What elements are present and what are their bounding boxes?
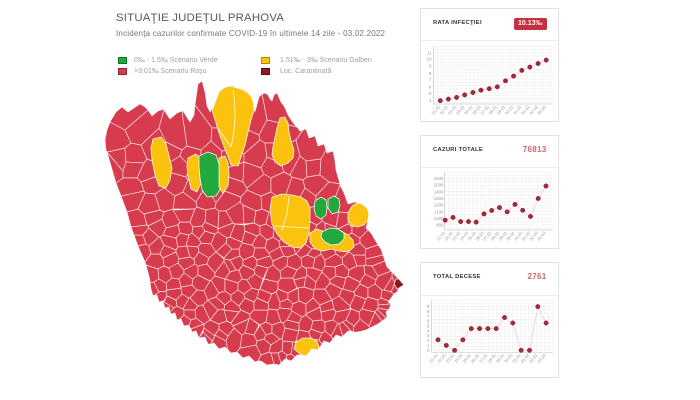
svg-text:4: 4: [429, 98, 432, 103]
svg-text:1400: 1400: [434, 189, 444, 194]
svg-text:02.02: 02.02: [528, 352, 539, 364]
svg-text:29.01: 29.01: [497, 230, 508, 242]
svg-text:28.01: 28.01: [486, 352, 497, 364]
svg-text:27.01: 27.01: [482, 230, 493, 242]
svg-text:22.01: 22.01: [436, 352, 447, 364]
svg-text:31.01: 31.01: [513, 230, 524, 242]
svg-text:6: 6: [427, 319, 430, 324]
svg-text:24.01: 24.01: [459, 230, 470, 242]
svg-text:26.01: 26.01: [474, 230, 485, 242]
svg-text:23.01: 23.01: [447, 104, 458, 116]
svg-text:22.01: 22.01: [443, 230, 454, 242]
svg-text:11: 11: [427, 50, 432, 55]
svg-text:5: 5: [427, 324, 430, 329]
svg-text:0: 0: [427, 348, 430, 353]
svg-text:23.01: 23.01: [445, 352, 456, 364]
svg-text:23.01: 23.01: [451, 230, 462, 242]
svg-text:1300: 1300: [434, 196, 444, 201]
svg-text:27.01: 27.01: [479, 104, 490, 116]
svg-text:4: 4: [427, 328, 430, 333]
svg-text:01.02: 01.02: [520, 352, 531, 364]
svg-text:28.01: 28.01: [487, 104, 498, 116]
svg-text:1: 1: [427, 343, 430, 348]
svg-text:30.01: 30.01: [504, 104, 515, 116]
svg-text:01.02: 01.02: [520, 104, 531, 116]
svg-text:29.01: 29.01: [495, 352, 506, 364]
svg-text:5: 5: [429, 91, 432, 96]
svg-text:1200: 1200: [434, 203, 444, 208]
svg-text:31.01: 31.01: [512, 104, 523, 116]
svg-text:25.01: 25.01: [463, 104, 474, 116]
svg-text:8: 8: [427, 309, 430, 314]
svg-text:22.01: 22.01: [439, 104, 450, 116]
svg-text:31.01: 31.01: [511, 352, 522, 364]
svg-text:21.01: 21.01: [428, 352, 439, 364]
svg-text:03.02: 03.02: [536, 352, 547, 364]
svg-text:03.02: 03.02: [536, 230, 547, 242]
svg-text:26.01: 26.01: [471, 104, 482, 116]
svg-text:9: 9: [429, 64, 432, 69]
svg-text:8: 8: [429, 71, 432, 76]
svg-text:900: 900: [436, 223, 444, 228]
svg-text:30.01: 30.01: [505, 230, 516, 242]
svg-text:28.01: 28.01: [490, 230, 501, 242]
svg-text:01.02: 01.02: [521, 230, 532, 242]
svg-text:21.01: 21.01: [435, 230, 446, 242]
svg-text:3: 3: [427, 333, 430, 338]
svg-text:30.01: 30.01: [503, 352, 514, 364]
svg-text:1500: 1500: [434, 183, 444, 188]
svg-text:02.02: 02.02: [528, 230, 539, 242]
svg-text:9: 9: [427, 304, 430, 309]
svg-text:1600: 1600: [434, 176, 444, 181]
svg-text:10: 10: [427, 57, 432, 62]
svg-text:25.01: 25.01: [461, 352, 472, 364]
svg-text:24.01: 24.01: [453, 352, 464, 364]
svg-text:24.01: 24.01: [455, 104, 466, 116]
svg-text:02.02: 02.02: [528, 104, 539, 116]
svg-text:7: 7: [427, 314, 430, 319]
svg-text:21.01: 21.01: [430, 104, 441, 116]
svg-text:26.01: 26.01: [470, 352, 481, 364]
svg-text:7: 7: [429, 77, 432, 82]
svg-text:6: 6: [429, 84, 432, 89]
svg-text:27.01: 27.01: [478, 352, 489, 364]
svg-text:25.01: 25.01: [466, 230, 477, 242]
svg-text:1000: 1000: [434, 216, 444, 221]
svg-text:29.01: 29.01: [496, 104, 507, 116]
svg-text:1100: 1100: [434, 209, 444, 214]
svg-text:2: 2: [427, 338, 430, 343]
svg-text:03.02: 03.02: [536, 104, 547, 116]
